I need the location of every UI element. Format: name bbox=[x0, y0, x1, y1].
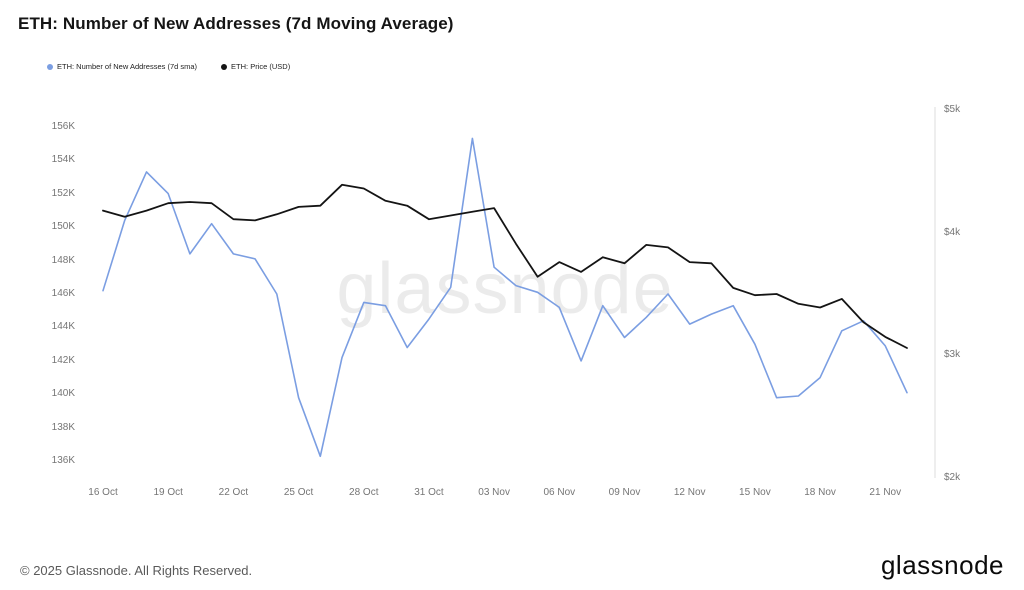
series-line-new-addresses bbox=[102, 137, 908, 458]
legend-dot-price-icon bbox=[221, 63, 228, 70]
glassnode-watermark: glassnode bbox=[336, 249, 674, 329]
footer: © 2025 Glassnode. All Rights Reserved. g… bbox=[0, 552, 1024, 578]
legend-label-new-addresses: ETH: Number of New Addresses (7d sma) bbox=[57, 62, 198, 71]
legend-item-price[interactable]: ETH: Price (USD) bbox=[221, 62, 290, 71]
series-line-price bbox=[102, 183, 908, 349]
page-title: ETH: Number of New Addresses (7d Moving … bbox=[18, 14, 454, 33]
glassnode-logo: glassnode bbox=[880, 550, 1004, 580]
legend-dot-new-addresses-icon bbox=[47, 63, 53, 70]
copyright-text: © 2025 Glassnode. All Rights Reserved. bbox=[20, 563, 253, 578]
legend-item-new-addresses[interactable]: ETH: Number of New Addresses (7d sma) bbox=[47, 62, 197, 71]
header: ETH: Number of New Addresses (7d Moving … bbox=[18, 14, 454, 34]
legend-label-price: ETH: Price (USD) bbox=[231, 62, 291, 71]
legend: ETH: Number of New Addresses (7d sma) ET… bbox=[47, 62, 290, 71]
